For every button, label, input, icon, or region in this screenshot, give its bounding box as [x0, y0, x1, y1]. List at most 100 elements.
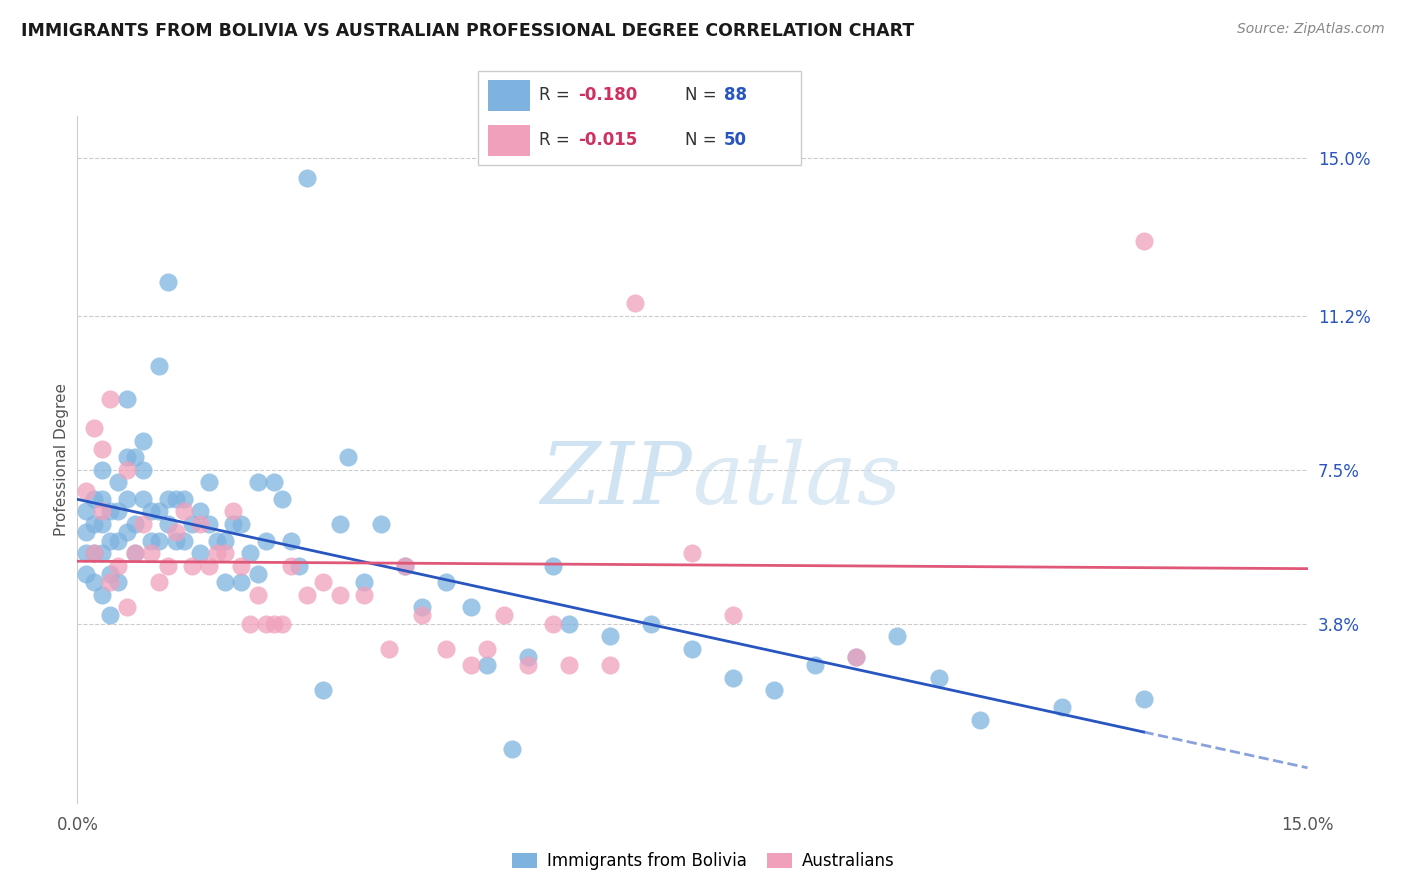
Point [517, 650, 540, 665]
Point [115, 450, 138, 465]
Point [394, 558, 416, 573]
Point [148, 575, 170, 590]
Point [107, 533, 129, 548]
Point [271, 491, 294, 506]
Point [83, 491, 105, 506]
Point [75, 546, 97, 560]
Point [98, 566, 121, 581]
Point [124, 516, 146, 531]
Point [197, 516, 219, 531]
Point [124, 546, 146, 560]
Point [263, 616, 285, 631]
Text: IMMIGRANTS FROM BOLIVIA VS AUSTRALIAN PROFESSIONAL DEGREE CORRELATION CHART: IMMIGRANTS FROM BOLIVIA VS AUSTRALIAN PR… [21, 22, 914, 40]
Point [558, 658, 581, 673]
Text: atlas: atlas [693, 439, 901, 521]
Point [517, 658, 540, 673]
Point [188, 504, 212, 518]
Point [214, 533, 236, 548]
Point [280, 558, 302, 573]
Point [115, 600, 138, 615]
Point [141, 533, 163, 548]
FancyBboxPatch shape [488, 125, 530, 156]
Point [845, 650, 868, 665]
Point [254, 533, 277, 548]
Point [1050, 700, 1073, 714]
Point [246, 566, 269, 581]
Text: 50: 50 [724, 131, 747, 149]
Point [132, 434, 155, 448]
FancyBboxPatch shape [488, 79, 530, 111]
Point [295, 588, 318, 602]
Point [115, 392, 138, 406]
Point [83, 575, 105, 590]
Point [682, 641, 704, 656]
Point [477, 658, 499, 673]
Point [83, 421, 105, 435]
Point [222, 504, 245, 518]
Point [337, 450, 360, 465]
Point [205, 533, 228, 548]
Point [460, 658, 482, 673]
Legend: Immigrants from Bolivia, Australians: Immigrants from Bolivia, Australians [505, 846, 901, 877]
Point [107, 504, 129, 518]
Point [83, 516, 105, 531]
Point [124, 450, 146, 465]
Point [1132, 234, 1154, 248]
Point [156, 491, 179, 506]
Point [197, 558, 219, 573]
Point [205, 546, 228, 560]
Point [353, 575, 375, 590]
Point [165, 533, 187, 548]
Point [599, 629, 621, 643]
Point [148, 359, 170, 373]
Text: N =: N = [685, 131, 721, 149]
Point [75, 483, 97, 498]
Point [132, 463, 155, 477]
Point [492, 608, 515, 623]
Point [928, 671, 950, 685]
Point [329, 588, 352, 602]
Point [436, 575, 458, 590]
Point [886, 629, 908, 643]
Point [90, 442, 114, 456]
Point [231, 558, 253, 573]
Point [295, 171, 318, 186]
Point [1132, 691, 1154, 706]
Point [460, 600, 482, 615]
Point [90, 588, 114, 602]
Point [763, 683, 786, 698]
Point [148, 533, 170, 548]
Point [501, 741, 523, 756]
Point [173, 491, 195, 506]
Point [83, 546, 105, 560]
Point [90, 546, 114, 560]
Point [723, 671, 745, 685]
Point [599, 658, 621, 673]
Point [181, 558, 204, 573]
Point [312, 683, 335, 698]
Point [165, 491, 187, 506]
Point [329, 516, 352, 531]
Point [394, 558, 416, 573]
Point [541, 616, 564, 631]
Text: R =: R = [540, 131, 575, 149]
Point [90, 504, 114, 518]
Point [132, 516, 155, 531]
Text: ZIP: ZIP [540, 439, 693, 521]
Point [124, 546, 146, 560]
Point [148, 504, 170, 518]
Point [132, 491, 155, 506]
Point [231, 516, 253, 531]
Point [246, 588, 269, 602]
Text: R =: R = [540, 87, 575, 104]
Point [477, 641, 499, 656]
Point [165, 525, 187, 540]
Point [197, 475, 219, 490]
Point [558, 616, 581, 631]
Point [845, 650, 868, 665]
Point [188, 546, 212, 560]
Point [181, 516, 204, 531]
Point [254, 616, 277, 631]
Point [969, 713, 991, 727]
Point [83, 546, 105, 560]
